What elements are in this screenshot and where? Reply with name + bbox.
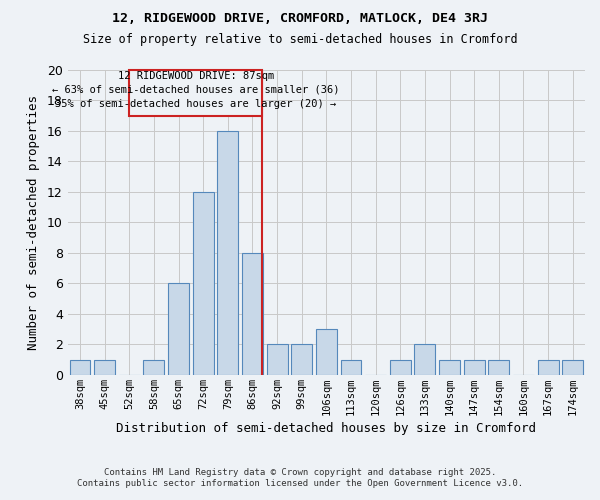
Bar: [464, 360, 485, 375]
Bar: [488, 360, 509, 375]
Y-axis label: Number of semi-detached properties: Number of semi-detached properties: [27, 95, 40, 350]
Bar: [439, 360, 460, 375]
Bar: [193, 192, 214, 375]
Text: Size of property relative to semi-detached houses in Cromford: Size of property relative to semi-detach…: [83, 32, 517, 46]
Bar: [242, 253, 263, 375]
Text: 12 RIDGEWOOD DRIVE: 87sqm
← 63% of semi-detached houses are smaller (36)
35% of : 12 RIDGEWOOD DRIVE: 87sqm ← 63% of semi-…: [52, 71, 340, 109]
X-axis label: Distribution of semi-detached houses by size in Cromford: Distribution of semi-detached houses by …: [116, 422, 536, 435]
Bar: [341, 360, 361, 375]
Text: Contains HM Land Registry data © Crown copyright and database right 2025.
Contai: Contains HM Land Registry data © Crown c…: [77, 468, 523, 487]
Bar: [415, 344, 436, 375]
Bar: [168, 284, 189, 375]
Bar: [538, 360, 559, 375]
Bar: [70, 360, 91, 375]
FancyBboxPatch shape: [129, 70, 262, 116]
Bar: [217, 131, 238, 375]
Bar: [143, 360, 164, 375]
Bar: [316, 329, 337, 375]
Bar: [562, 360, 583, 375]
Bar: [291, 344, 312, 375]
Bar: [390, 360, 411, 375]
Bar: [94, 360, 115, 375]
Text: 12, RIDGEWOOD DRIVE, CROMFORD, MATLOCK, DE4 3RJ: 12, RIDGEWOOD DRIVE, CROMFORD, MATLOCK, …: [112, 12, 488, 26]
Bar: [266, 344, 287, 375]
